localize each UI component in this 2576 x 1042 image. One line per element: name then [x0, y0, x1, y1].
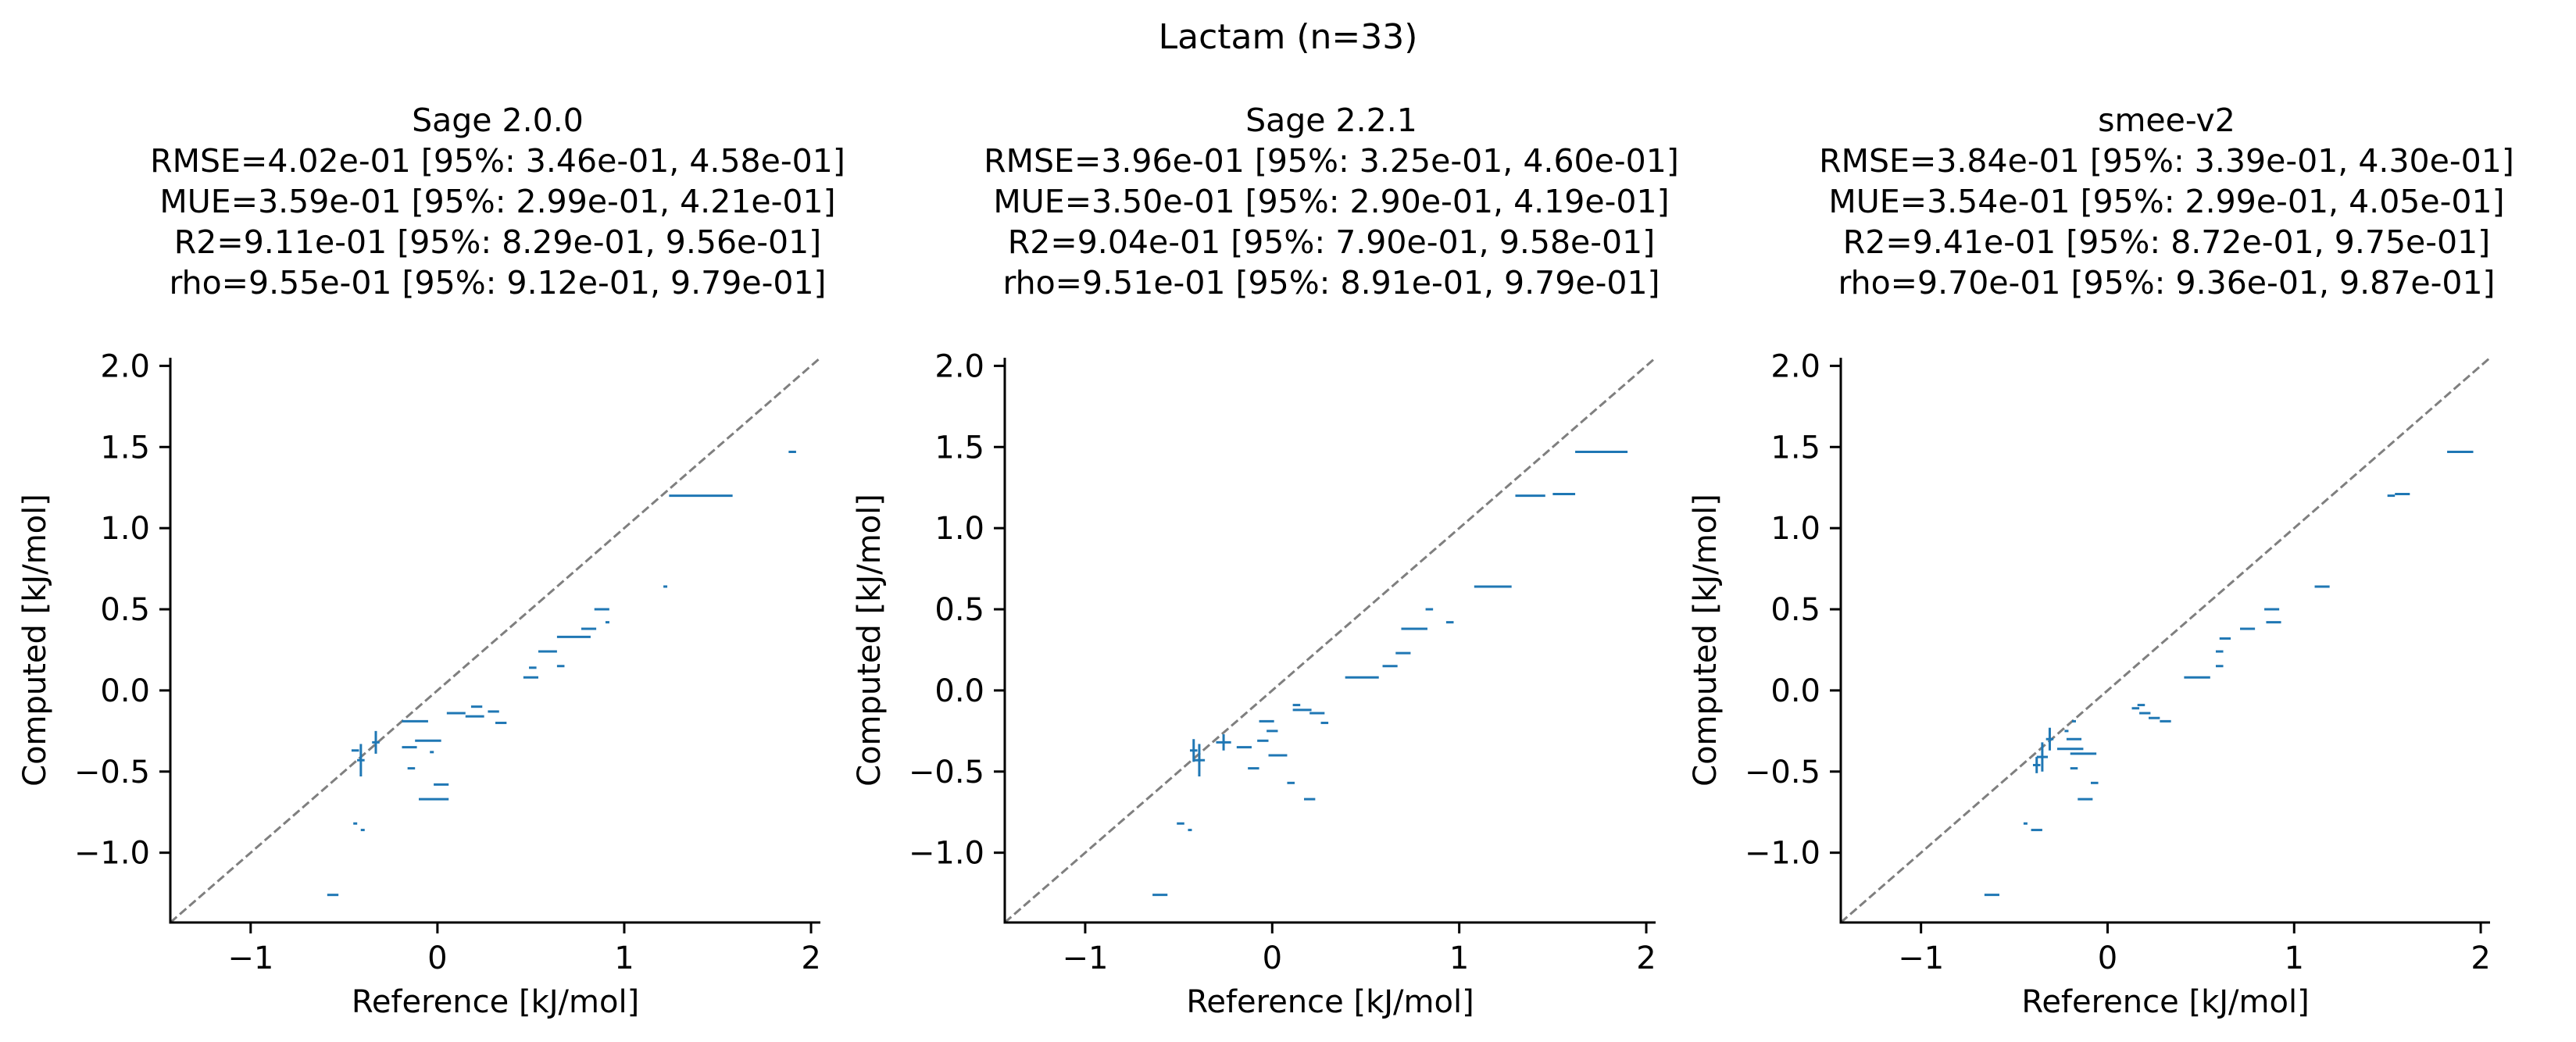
stat-rho: rho=9.51e-01 [95%: 8.91e-01, 9.79e-01]	[1002, 264, 1660, 302]
y-tick-label: −1.0	[909, 836, 984, 872]
panel-title: Sage 2.0.0	[412, 102, 584, 139]
stat-r2: R2=9.04e-01 [95%: 7.90e-01, 9.58e-01]	[1007, 223, 1656, 261]
figure-title: Lactam (n=33)	[1158, 17, 1418, 57]
data-point	[372, 730, 380, 754]
y-tick-label: −0.5	[1745, 755, 1820, 790]
data-point	[2036, 742, 2049, 772]
stat-rho: rho=9.70e-01 [95%: 9.36e-01, 9.87e-01]	[1838, 264, 2496, 302]
identity-line	[1004, 356, 1656, 924]
stat-rho: rho=9.55e-01 [95%: 9.12e-01, 9.79e-01]	[169, 264, 827, 302]
y-tick-label: 0.5	[100, 592, 150, 628]
y-tick-label: 0.5	[1770, 592, 1820, 628]
panel-2-axes: −1.0 −0.5 0.0 0.5 1.0 1.5 2.0 −1 0 1 2 Reference [k…	[852, 348, 1656, 1020]
y-tick-label: 1.5	[1770, 430, 1820, 466]
x-axis-label: Reference [kJ/mol]	[1186, 984, 1474, 1020]
stat-r2: R2=9.41e-01 [95%: 8.72e-01, 9.75e-01]	[1842, 223, 2491, 261]
x-tick-label: −1	[1898, 940, 1944, 976]
y-tick-label: 0.0	[100, 673, 150, 709]
x-axis-label: Reference [kJ/mol]	[2021, 984, 2309, 1020]
stat-rmse: RMSE=3.96e-01 [95%: 3.25e-01, 4.60e-01]	[984, 142, 1679, 180]
data-point	[2045, 727, 2054, 751]
y-axis-label: Computed [kJ/mol]	[17, 494, 53, 787]
y-tick-label: 1.0	[100, 511, 150, 547]
y-tick-label: 1.5	[100, 430, 150, 466]
panel-1-axes: −1.0 −0.5 0.0 0.5 1.0 1.5 2.0 −1 0 1 2 Reference [k…	[17, 348, 821, 1020]
x-tick-label: 1	[2285, 940, 2304, 976]
stat-mue: MUE=3.54e-01 [95%: 2.99e-01, 4.05e-01]	[1828, 183, 2505, 220]
y-tick-label: −0.5	[909, 755, 984, 790]
x-tick-label: −1	[1062, 940, 1108, 976]
y-tick-label: 0.5	[934, 592, 984, 628]
data-point	[2032, 757, 2041, 773]
y-tick-label: 2.0	[100, 348, 150, 384]
x-tick-label: 2	[801, 940, 820, 976]
stat-mue: MUE=3.59e-01 [95%: 2.99e-01, 4.21e-01]	[159, 183, 836, 220]
y-tick-label: 0.0	[1770, 673, 1820, 709]
x-tick-label: 2	[1636, 940, 1656, 976]
y-tick-label: 1.0	[1770, 511, 1820, 547]
data-point	[357, 744, 365, 777]
identity-line	[170, 356, 821, 924]
panel-3-stats: smee-v2 RMSE=3.84e-01 [95%: 3.39e-01, 4.…	[1752, 100, 2576, 303]
y-axis-label: Computed [kJ/mol]	[1688, 494, 1724, 787]
panel-title: Sage 2.2.1	[1245, 102, 1417, 139]
x-tick-label: 1	[614, 940, 634, 976]
stat-r2: R2=9.11e-01 [95%: 8.29e-01, 9.56e-01]	[173, 223, 822, 261]
data-point	[1189, 739, 1198, 762]
x-tick-label: −1	[227, 940, 273, 976]
y-axis-label: Computed [kJ/mol]	[852, 494, 888, 787]
stat-rmse: RMSE=4.02e-01 [95%: 3.46e-01, 4.58e-01]	[150, 142, 845, 180]
y-tick-label: 1.5	[934, 430, 984, 466]
panel-2-stats: Sage 2.2.1 RMSE=3.96e-01 [95%: 3.25e-01,…	[917, 100, 1745, 303]
stat-rmse: RMSE=3.84e-01 [95%: 3.39e-01, 4.30e-01]	[1819, 142, 2514, 180]
data-point	[1193, 744, 1206, 777]
y-tick-label: 0.0	[934, 673, 984, 709]
y-tick-label: 1.0	[934, 511, 984, 547]
x-axis-label: Reference [kJ/mol]	[352, 984, 639, 1020]
x-tick-label: 0	[1263, 940, 1282, 976]
x-tick-label: 0	[2098, 940, 2117, 976]
identity-line	[1840, 356, 2491, 924]
y-tick-label: −1.0	[74, 836, 150, 872]
x-tick-label: 1	[1449, 940, 1469, 976]
panel-3-axes: −1.0 −0.5 0.0 0.5 1.0 1.5 2.0 −1 0 1 2 Reference [k…	[1688, 348, 2491, 1020]
x-tick-label: 2	[2471, 940, 2490, 976]
y-tick-label: −1.0	[1745, 836, 1820, 872]
panel-title: smee-v2	[2098, 102, 2235, 139]
y-tick-label: 2.0	[1770, 348, 1820, 384]
y-tick-label: −0.5	[74, 755, 150, 790]
panel-1-stats: Sage 2.0.0 RMSE=4.02e-01 [95%: 3.46e-01,…	[84, 100, 912, 303]
stat-mue: MUE=3.50e-01 [95%: 2.90e-01, 4.19e-01]	[993, 183, 1670, 220]
x-tick-label: 0	[427, 940, 447, 976]
data-point	[1216, 734, 1231, 751]
y-tick-label: 2.0	[934, 348, 984, 384]
